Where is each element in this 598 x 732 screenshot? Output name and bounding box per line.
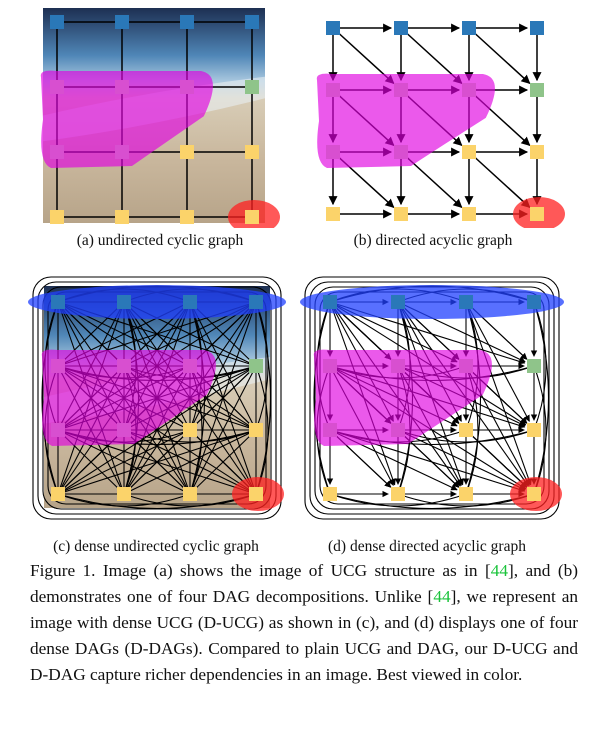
magenta-region (316, 73, 495, 168)
caption-label: Figure 1. (30, 561, 96, 580)
graph-node (326, 145, 340, 159)
graph-node (462, 21, 476, 35)
panel-b (298, 8, 568, 228)
node-group (51, 295, 263, 501)
graph-c (28, 276, 286, 520)
graph-node (115, 145, 129, 159)
graph-node (323, 359, 337, 373)
graph-node (462, 145, 476, 159)
graph-node (180, 15, 194, 29)
graph-node (527, 487, 541, 501)
graph-node (115, 15, 129, 29)
subcaption-b: (b) directed acyclic graph (353, 232, 513, 249)
graph-node (394, 21, 408, 35)
region-group (316, 73, 565, 228)
graph-node (117, 423, 131, 437)
node-group (323, 295, 541, 501)
magenta-region (313, 349, 492, 446)
blue-region (300, 285, 564, 319)
graph-node (459, 295, 473, 309)
graph-node (326, 207, 340, 221)
graph-node (326, 21, 340, 35)
panel-d (298, 262, 570, 522)
graph-node (180, 145, 194, 159)
graph-node (50, 145, 64, 159)
graph-node (50, 80, 64, 94)
graph-node (527, 423, 541, 437)
graph-node (391, 487, 405, 501)
graph-node (394, 83, 408, 97)
graph-node (183, 359, 197, 373)
graph-node (115, 210, 129, 224)
graph-node (323, 423, 337, 437)
graph-node (462, 207, 476, 221)
graph-node (530, 207, 544, 221)
graph-node (180, 80, 194, 94)
graph-node (326, 83, 340, 97)
graph-node (51, 423, 65, 437)
graph-node (117, 487, 131, 501)
graph-node (394, 145, 408, 159)
graph-node (459, 487, 473, 501)
graph-node (323, 295, 337, 309)
graph-node (245, 210, 259, 224)
graph-node (530, 145, 544, 159)
graph-node (249, 295, 263, 309)
graph-node (51, 487, 65, 501)
graph-node (245, 145, 259, 159)
node-group (326, 21, 544, 221)
graph-node (249, 359, 263, 373)
graph-b (316, 21, 565, 228)
graph-node (249, 423, 263, 437)
graph-node (530, 21, 544, 35)
node-group (50, 15, 259, 224)
panel-c (18, 262, 298, 522)
graph-node (183, 487, 197, 501)
graph-node (462, 83, 476, 97)
graph-node (459, 423, 473, 437)
blue-region (28, 285, 286, 319)
graph-node (323, 487, 337, 501)
graph-node (391, 423, 405, 437)
graph-node (180, 210, 194, 224)
panel-a (30, 8, 290, 228)
graph-node (50, 15, 64, 29)
graph-node (183, 423, 197, 437)
graph-node (530, 83, 544, 97)
graph-node (527, 295, 541, 309)
graph-node (183, 295, 197, 309)
subcaption-d: (d) dense directed acyclic graph (328, 538, 526, 555)
graph-node (51, 359, 65, 373)
graph-node (117, 359, 131, 373)
graph-node (249, 487, 263, 501)
graph-a (40, 8, 280, 228)
graph-node (115, 80, 129, 94)
graph-node (459, 359, 473, 373)
graph-node (50, 210, 64, 224)
citation-link[interactable]: 44 (490, 561, 508, 580)
subcaption-a: (a) undirected cyclic graph (76, 232, 244, 249)
graph-node (245, 15, 259, 29)
graph-node (51, 295, 65, 309)
subcaption-c: (c) dense undirected cyclic graph (53, 538, 259, 555)
graph-node (527, 359, 541, 373)
citation-link[interactable]: 44 (433, 587, 451, 606)
magenta-region (40, 70, 213, 168)
magenta-region (41, 349, 216, 446)
graph-node (391, 359, 405, 373)
figure-caption: Figure 1. Image (a) shows the image of U… (30, 561, 579, 684)
graph-node (117, 295, 131, 309)
graph-d (300, 276, 564, 520)
graph-node (245, 80, 259, 94)
graph-node (394, 207, 408, 221)
graph-node (391, 295, 405, 309)
region-group (300, 285, 564, 511)
